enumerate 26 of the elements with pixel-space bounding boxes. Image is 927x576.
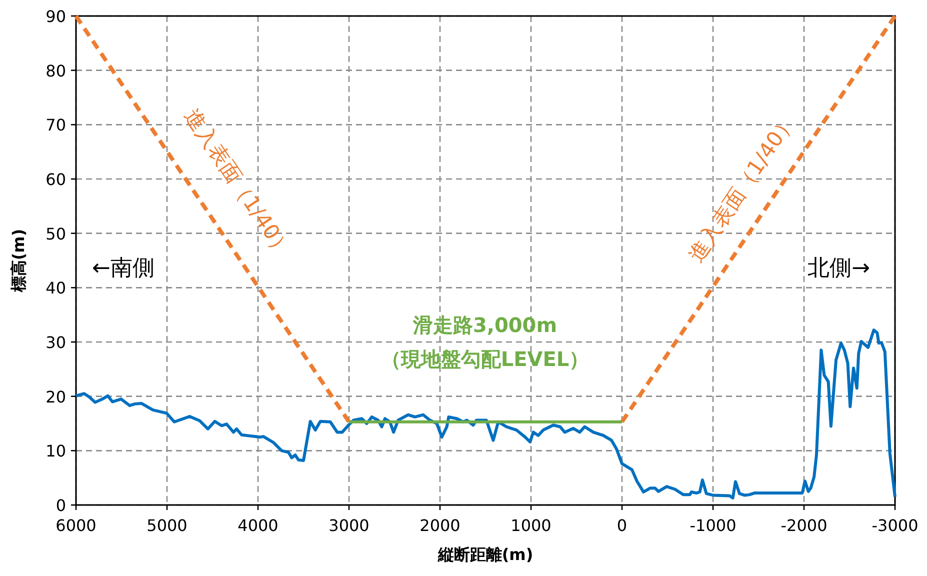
y-tick-label: 20 [46, 387, 66, 406]
x-tick-label: 1000 [510, 516, 552, 535]
x-tick-label: -1000 [690, 516, 736, 535]
x-tick-label: 2000 [420, 516, 460, 535]
y-tick-label: 80 [46, 61, 66, 80]
annotation: 滑走路3,000m [412, 313, 558, 337]
x-tick-label: 4000 [238, 516, 278, 535]
y-tick-label: 0 [56, 496, 66, 515]
y-tick-label: 70 [46, 116, 66, 135]
y-tick-label: 10 [46, 442, 66, 461]
x-tick-label: -2000 [780, 516, 828, 535]
annotation: ←南側 [92, 256, 154, 281]
y-axis-title: 標高(m) [9, 228, 28, 294]
x-axis-title: 縦断距離(m) [436, 545, 534, 564]
annotation: （現地盤勾配LEVEL） [380, 347, 590, 371]
x-tick-label: 3000 [328, 516, 370, 535]
y-tick-label: 40 [46, 278, 66, 298]
y-tick-label: 90 [46, 7, 66, 26]
x-tick-label: 0 [616, 516, 628, 535]
y-tick-label: 60 [46, 170, 66, 189]
x-tick-label: 5000 [146, 516, 188, 535]
annotation: 北側→ [808, 256, 870, 281]
y-tick-label: 30 [46, 333, 66, 352]
x-tick-label: 6000 [56, 516, 96, 535]
y-tick-label: 50 [46, 224, 66, 244]
x-tick-label: -3000 [872, 516, 918, 535]
